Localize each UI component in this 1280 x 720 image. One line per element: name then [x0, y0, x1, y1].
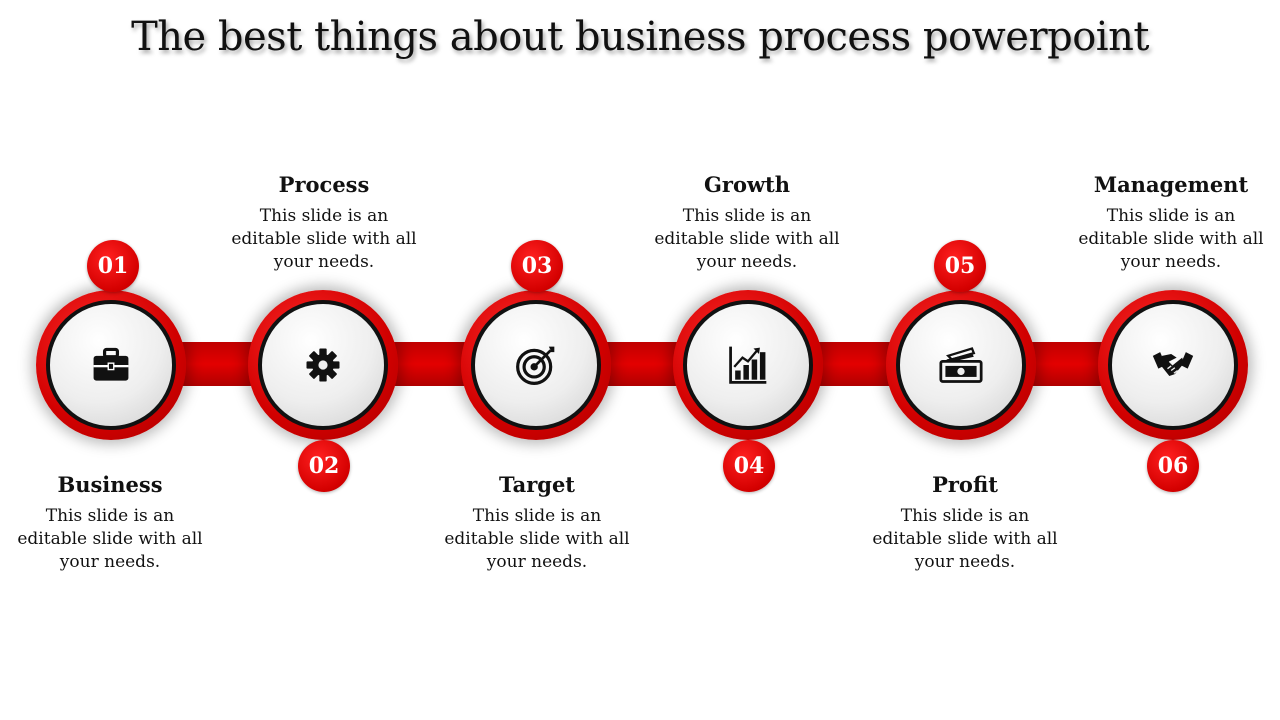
step-node-1 — [36, 290, 186, 440]
step-circle-2 — [258, 300, 388, 430]
step-text-1: This slide is an editable slide with all… — [17, 506, 203, 572]
step-label-1: Business This slide is an editable slide… — [10, 472, 210, 574]
step-number-5: 05 — [934, 240, 986, 292]
step-heading-5: Profit — [932, 472, 998, 497]
step-label-2: Process This slide is an editable slide … — [224, 172, 424, 274]
step-heading-4: Growth — [703, 172, 791, 197]
step-text-5: This slide is an editable slide with all… — [872, 506, 1058, 572]
step-label-5: Profit This slide is an editable slide w… — [865, 472, 1065, 574]
step-heading-2: Process — [278, 172, 370, 197]
step-circle-5 — [896, 300, 1026, 430]
step-node-5 — [886, 290, 1036, 440]
step-text-3: This slide is an editable slide with all… — [444, 506, 630, 572]
step-circle-4 — [683, 300, 813, 430]
growth-chart-icon — [729, 346, 767, 384]
step-label-3: Target This slide is an editable slide w… — [437, 472, 637, 574]
step-number-4: 04 — [723, 440, 775, 492]
step-heading-6: Management — [1093, 172, 1249, 197]
step-circle-3 — [471, 300, 601, 430]
briefcase-icon — [93, 347, 129, 381]
step-circle-1 — [46, 300, 176, 430]
step-label-4: Growth This slide is an editable slide w… — [647, 172, 847, 274]
money-icon — [939, 347, 983, 383]
step-number-6: 06 — [1147, 440, 1199, 492]
step-text-4: This slide is an editable slide with all… — [654, 206, 840, 272]
step-circle-6 — [1108, 300, 1238, 430]
connector-band — [60, 342, 1210, 386]
step-heading-3: Target — [498, 472, 576, 497]
gear-icon — [306, 348, 340, 382]
step-number-3: 03 — [511, 240, 563, 292]
step-node-6 — [1098, 290, 1248, 440]
step-node-2 — [248, 290, 398, 440]
step-node-3 — [461, 290, 611, 440]
step-text-2: This slide is an editable slide with all… — [231, 206, 417, 272]
step-node-4 — [673, 290, 823, 440]
step-heading-1: Business — [57, 472, 163, 497]
target-icon — [516, 346, 555, 385]
handshake-icon — [1152, 352, 1194, 376]
step-label-6: Management This slide is an editable sli… — [1071, 172, 1271, 274]
step-number-2: 02 — [298, 440, 350, 492]
step-number-1: 01 — [87, 240, 139, 292]
step-text-6: This slide is an editable slide with all… — [1078, 206, 1264, 272]
page-title: The best things about business process p… — [131, 14, 1149, 60]
